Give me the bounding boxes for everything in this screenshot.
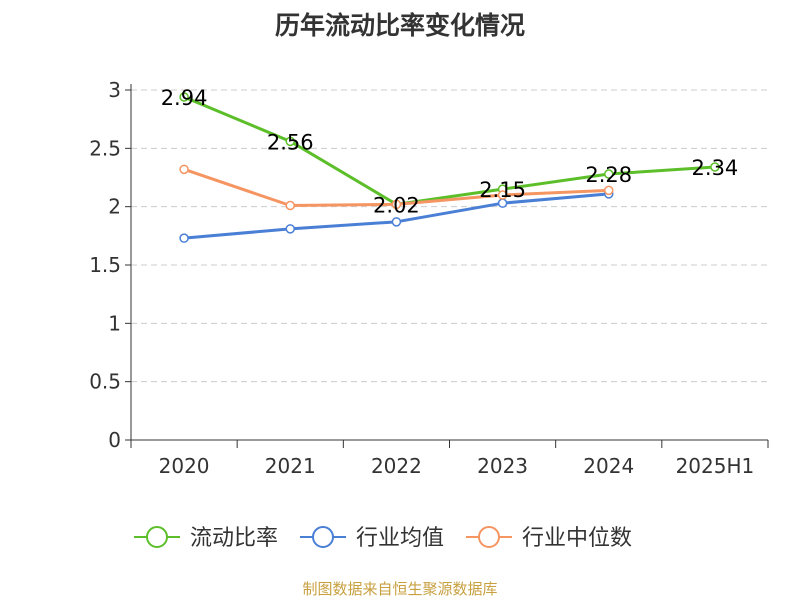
data-point[interactable] bbox=[604, 185, 614, 196]
legend-marker bbox=[312, 526, 334, 548]
x-tick-label: 2024 bbox=[583, 454, 634, 478]
y-tick-label: 1 bbox=[108, 311, 121, 335]
y-tick-label: 0.5 bbox=[89, 370, 121, 394]
data-point[interactable] bbox=[285, 224, 295, 234]
data-point[interactable] bbox=[604, 169, 614, 179]
axes: 0 0.5 1 1.5 2 2.5 3 2020 2021 2022 2023 2024 2025H1 bbox=[89, 78, 769, 478]
y-tick-label: 2.5 bbox=[89, 136, 121, 160]
legend-item-3[interactable]: 行业中位数 bbox=[466, 526, 632, 551]
y-tick-label: 2 bbox=[108, 195, 121, 219]
data-label: 2.34 bbox=[692, 156, 739, 180]
legend-marker bbox=[478, 526, 500, 548]
data-point[interactable] bbox=[179, 92, 189, 102]
data-labels: 2.94 2.56 2.02 2.15 2.28 2.34 bbox=[161, 86, 739, 217]
x-tick-label: 2021 bbox=[265, 454, 316, 478]
grid-lines bbox=[131, 89, 768, 383]
data-point[interactable] bbox=[285, 136, 295, 147]
data-label: 2.28 bbox=[585, 163, 632, 187]
series-lines bbox=[179, 92, 720, 243]
y-tick-label: 0 bbox=[108, 428, 121, 452]
legend-label: 行业均值 bbox=[356, 526, 444, 551]
x-tick-label: 2020 bbox=[159, 454, 210, 478]
legend-item-2[interactable]: 行业均值 bbox=[300, 526, 444, 551]
data-label: 2.94 bbox=[161, 86, 208, 110]
y-tick-label: 3 bbox=[108, 78, 121, 102]
data-point[interactable] bbox=[391, 217, 402, 227]
data-label: 2.56 bbox=[267, 130, 314, 154]
legend-label: 流动比率 bbox=[190, 526, 278, 551]
x-tick-label: 2025H1 bbox=[676, 454, 755, 478]
data-label: 2.15 bbox=[479, 178, 526, 202]
data-point[interactable] bbox=[179, 164, 189, 175]
chart-title: 历年流动比率变化情况 bbox=[274, 11, 525, 40]
y-tick-label: 1.5 bbox=[89, 253, 121, 277]
x-tick-label: 2023 bbox=[477, 454, 528, 478]
series-line-1 bbox=[183, 95, 716, 206]
data-point[interactable] bbox=[179, 233, 189, 243]
data-point[interactable] bbox=[285, 200, 295, 211]
x-tick-label: 2022 bbox=[371, 454, 422, 478]
data-point[interactable] bbox=[391, 199, 402, 210]
legend-marker bbox=[146, 526, 168, 548]
legend[interactable]: 流动比率 行业均值 行业中位数 bbox=[134, 526, 632, 551]
source-note: 制图数据来自恒生聚源数据库 bbox=[302, 580, 498, 598]
legend-item-1[interactable]: 流动比率 bbox=[134, 526, 278, 551]
data-point[interactable] bbox=[710, 162, 720, 172]
legend-label: 行业中位数 bbox=[522, 526, 632, 551]
data-point[interactable] bbox=[497, 190, 508, 200]
data-label: 2.02 bbox=[373, 193, 420, 217]
